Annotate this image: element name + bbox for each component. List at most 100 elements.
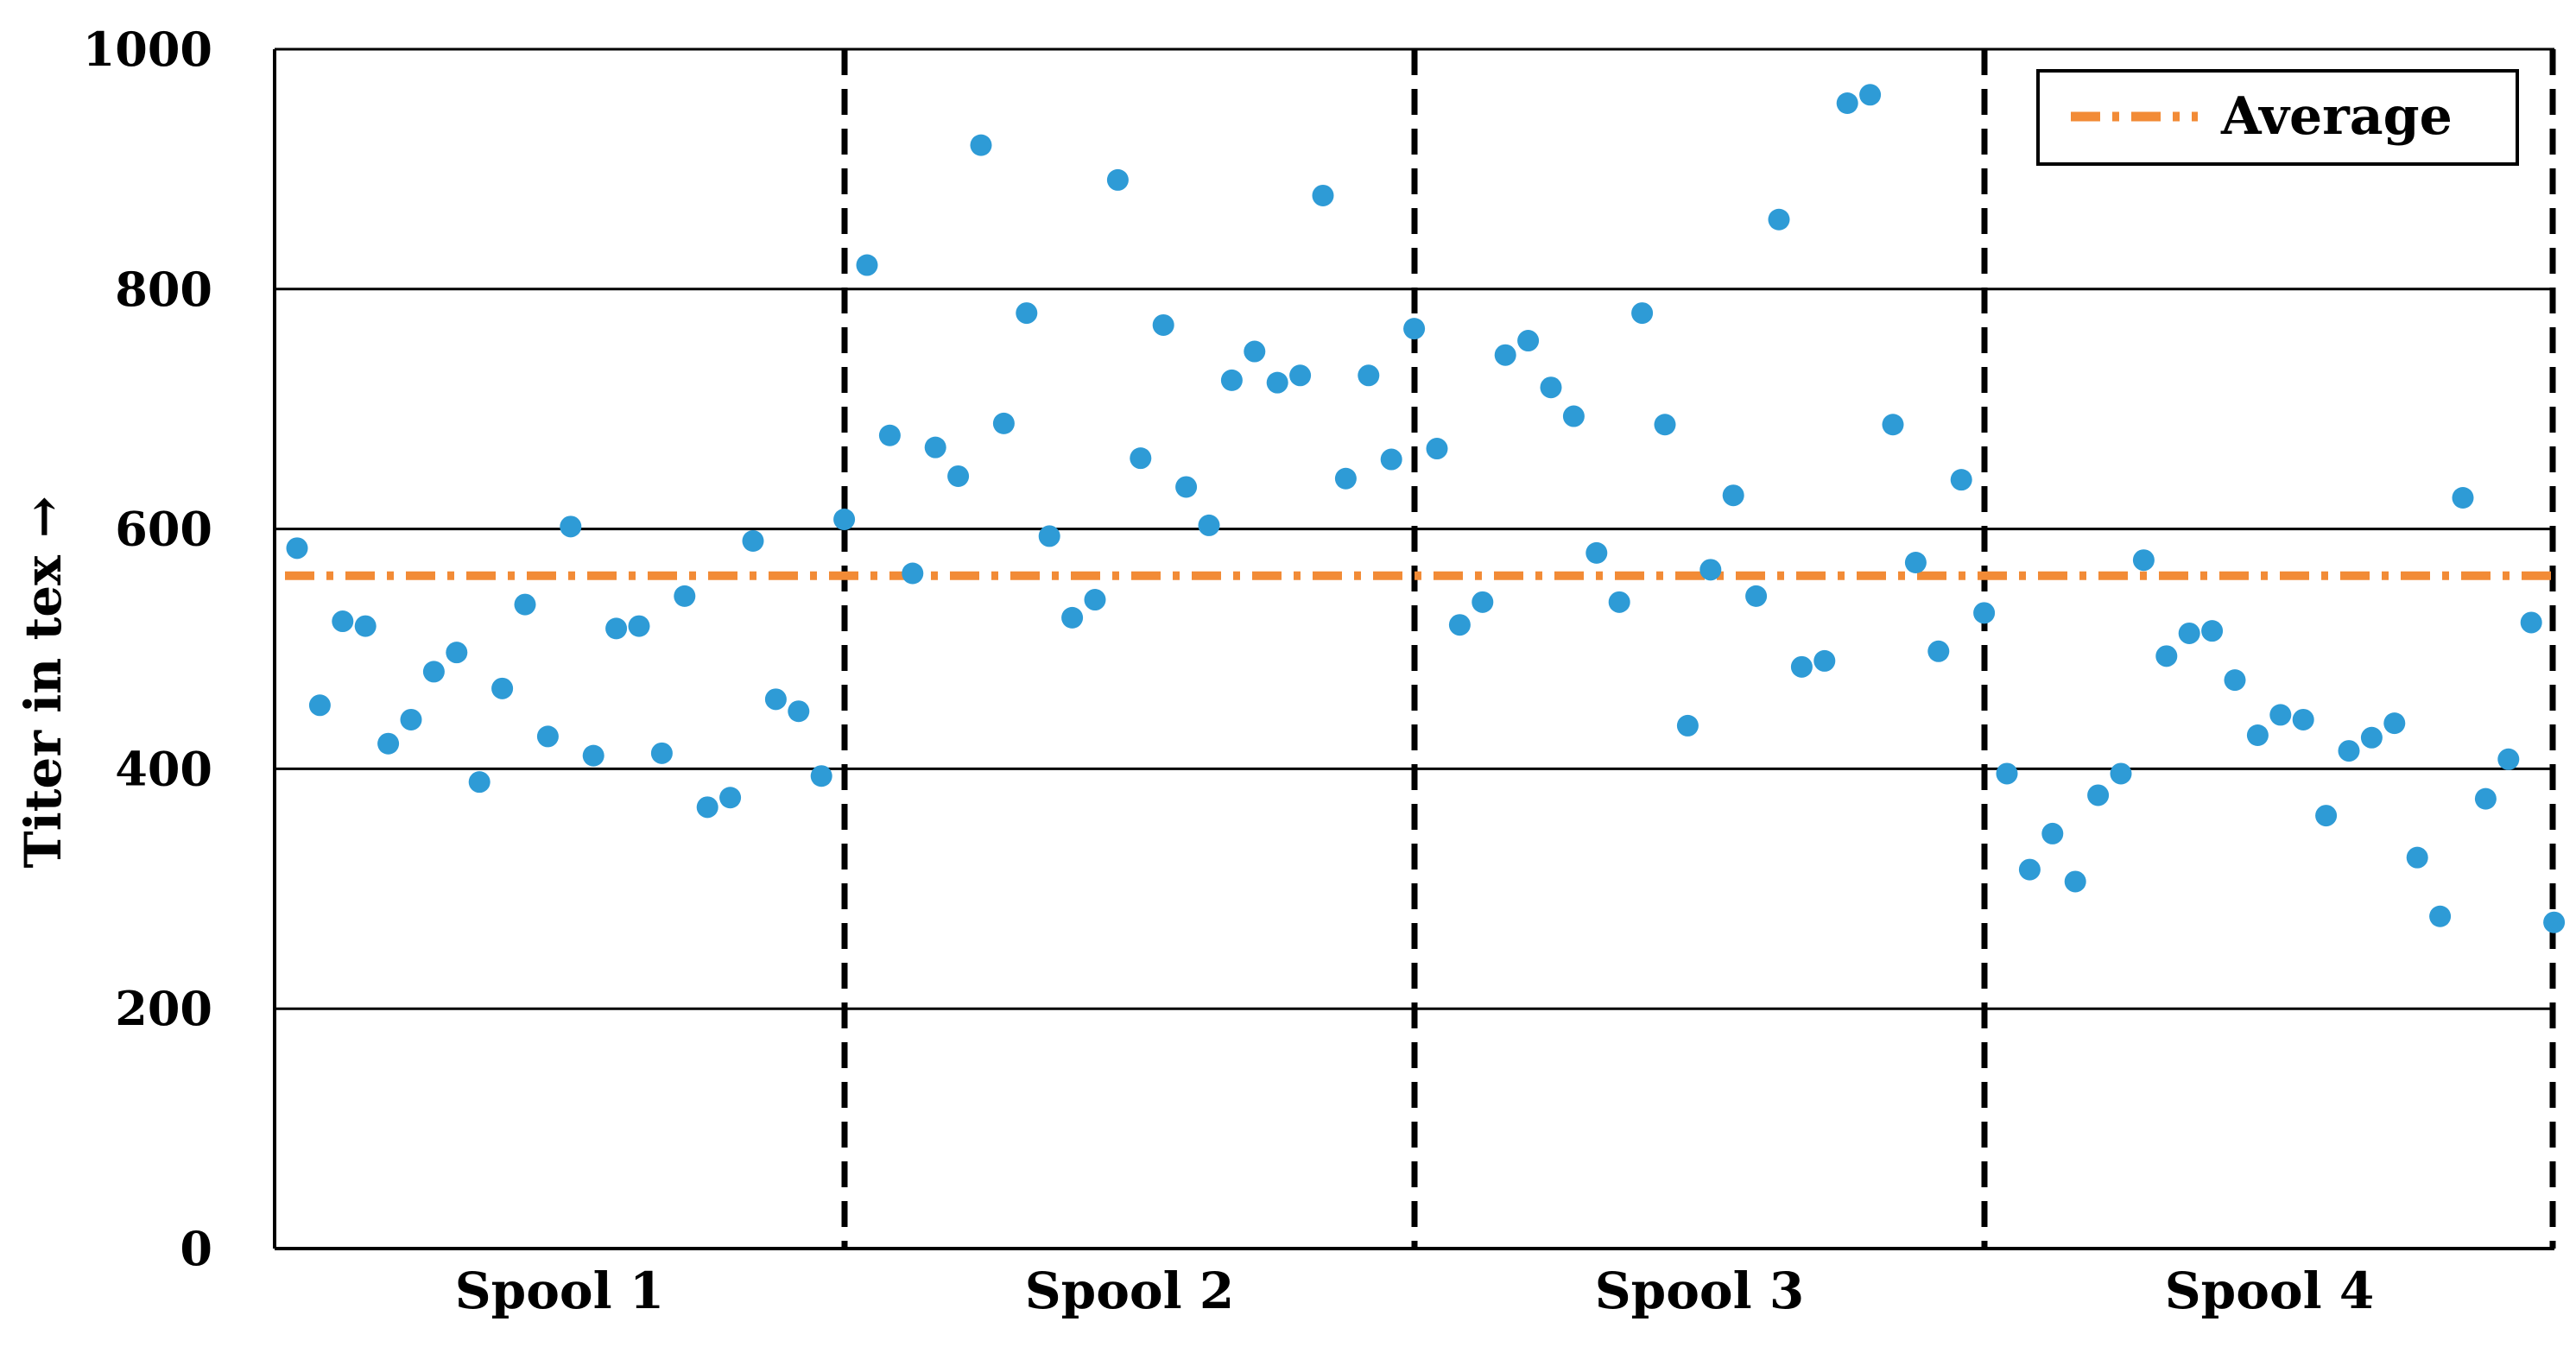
data-point [400,708,422,730]
data-point [605,617,628,640]
data-point [422,661,445,683]
data-point [2292,708,2314,730]
data-point [2018,858,2041,881]
data-point [514,593,536,616]
data-point [810,765,832,787]
category-label-1: Spool 1 [455,1262,664,1320]
data-point [1266,371,1288,394]
data-point [2178,622,2200,644]
data-point [1654,414,1676,436]
data-point [856,254,878,276]
data-point [833,508,856,530]
data-point [2497,748,2520,770]
data-point [1106,168,1129,191]
data-point [2087,784,2110,806]
data-point [308,694,331,717]
data-point [1472,591,1494,613]
data-point [1448,614,1471,636]
data-point [1927,640,1950,662]
data-point [1494,344,1516,366]
data-point [1220,369,1243,391]
data-point [2452,486,2474,509]
data-point [2269,704,2292,726]
data-point [696,796,718,819]
data-point [1312,184,1334,206]
legend: Average [2036,69,2519,166]
data-point [1403,318,1426,340]
data-point [2041,822,2064,844]
data-point [1836,92,1858,115]
plot-frame [273,47,2554,1250]
data-point [1130,447,1152,470]
data-point [1813,649,1836,672]
data-point [947,465,970,487]
data-point [719,787,742,809]
y-tick-labels: 0 200 400 600 800 1000 [83,22,212,1276]
data-point [1859,84,1882,106]
data-point [1882,414,1904,436]
data-point [1380,448,1402,471]
category-labels: Spool 1 Spool 2 Spool 3 Spool 4 [455,1262,2374,1320]
data-point [628,615,650,637]
data-point [286,537,308,560]
data-point [2315,805,2338,827]
data-point [742,529,764,552]
data-point [1585,541,1608,564]
data-point [354,615,377,637]
data-point [1950,469,1972,491]
y-tick-label-800: 800 [115,262,212,317]
data-point [1517,330,1540,352]
y-tick-label-600: 600 [115,502,212,557]
data-point [878,424,901,446]
data-point [377,732,400,755]
data-point [1562,405,1585,427]
data-point [2474,787,2497,810]
data-point [2246,724,2269,747]
data-point [2406,846,2428,869]
data-point [924,436,946,458]
data-point [992,412,1015,434]
data-point [1358,364,1380,387]
y-axis-title: Titer in tex → [14,496,73,868]
data-point [2543,911,2566,933]
y-tick-label-400: 400 [115,741,212,796]
data-point [1198,514,1220,536]
data-point [1084,589,1106,611]
data-point [2224,669,2246,692]
legend-label-average: Average [2220,86,2453,147]
data-point [1540,376,1562,399]
data-point [1061,606,1084,629]
data-point [1608,591,1630,613]
data-point [970,134,992,156]
data-point [2360,726,2383,749]
data-point [2201,620,2224,642]
data-points [286,84,2566,933]
spool-dividers [841,49,2556,1249]
data-point [788,700,810,723]
data-point [2132,549,2155,572]
data-point [468,771,491,794]
data-point [1426,438,1448,460]
data-point [2429,905,2452,927]
data-point [902,562,924,585]
data-point [1152,313,1174,336]
data-point [2520,611,2542,634]
data-point [1631,302,1654,325]
data-point [560,515,582,538]
data-point [1699,559,1722,581]
data-point [536,725,559,748]
data-point [2155,645,2178,667]
category-label-2: Spool 2 [1025,1262,1234,1320]
y-tick-label-0: 0 [180,1221,212,1276]
data-point [1038,525,1060,547]
data-point [1289,364,1312,387]
data-point [1996,762,2018,785]
data-point [1973,602,1996,624]
data-point [1790,655,1813,678]
data-point [1016,302,1038,325]
data-point [2383,712,2406,735]
data-point [1175,476,1198,498]
category-label-4: Spool 4 [2165,1262,2374,1320]
data-point [1244,340,1266,363]
